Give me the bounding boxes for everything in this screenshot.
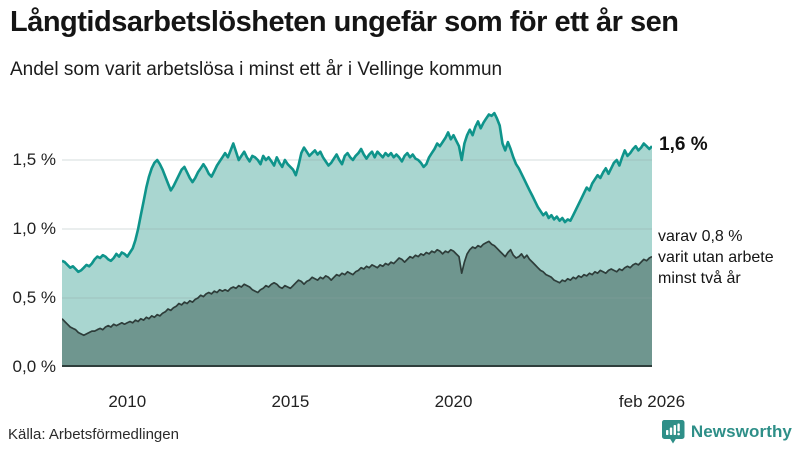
stacked-area-chart (61, 111, 653, 367)
annotation-line: varav 0,8 % (658, 228, 743, 245)
y-tick-label: 1,0 % (12, 219, 56, 238)
x-tick-label: 2015 (271, 392, 310, 411)
source-note: Källa: Arbetsförmedlingen (8, 426, 179, 443)
y-tick-label: 1,5 % (12, 150, 56, 170)
secondary-series-annotation: varav 0,8 % varit utan arbete minst två … (658, 226, 774, 289)
series-end-value-label: 1,6 % (659, 134, 708, 156)
newsworthy-bars-bubble-icon (661, 420, 685, 444)
page-title: Långtidsarbetslösheten ungefär som för e… (10, 6, 679, 38)
annotation-line: minst två år (658, 270, 741, 287)
brand-wordmark: Newsworthy (690, 422, 792, 441)
plot-area (61, 100, 653, 367)
x-tick-label: 2010 (108, 392, 147, 411)
chart-subtitle: Andel som varit arbetslösa i minst ett å… (10, 59, 503, 80)
y-tick-label: 0,0 % (12, 357, 56, 376)
x-tick-label: 2020 (434, 392, 473, 411)
newsworthy-logo: Newsworthy (661, 419, 792, 445)
x-tick-label: feb 2026 (618, 392, 686, 411)
y-tick-label: 0,5 % (12, 288, 56, 307)
annotation-line: varit utan arbete (658, 249, 774, 266)
